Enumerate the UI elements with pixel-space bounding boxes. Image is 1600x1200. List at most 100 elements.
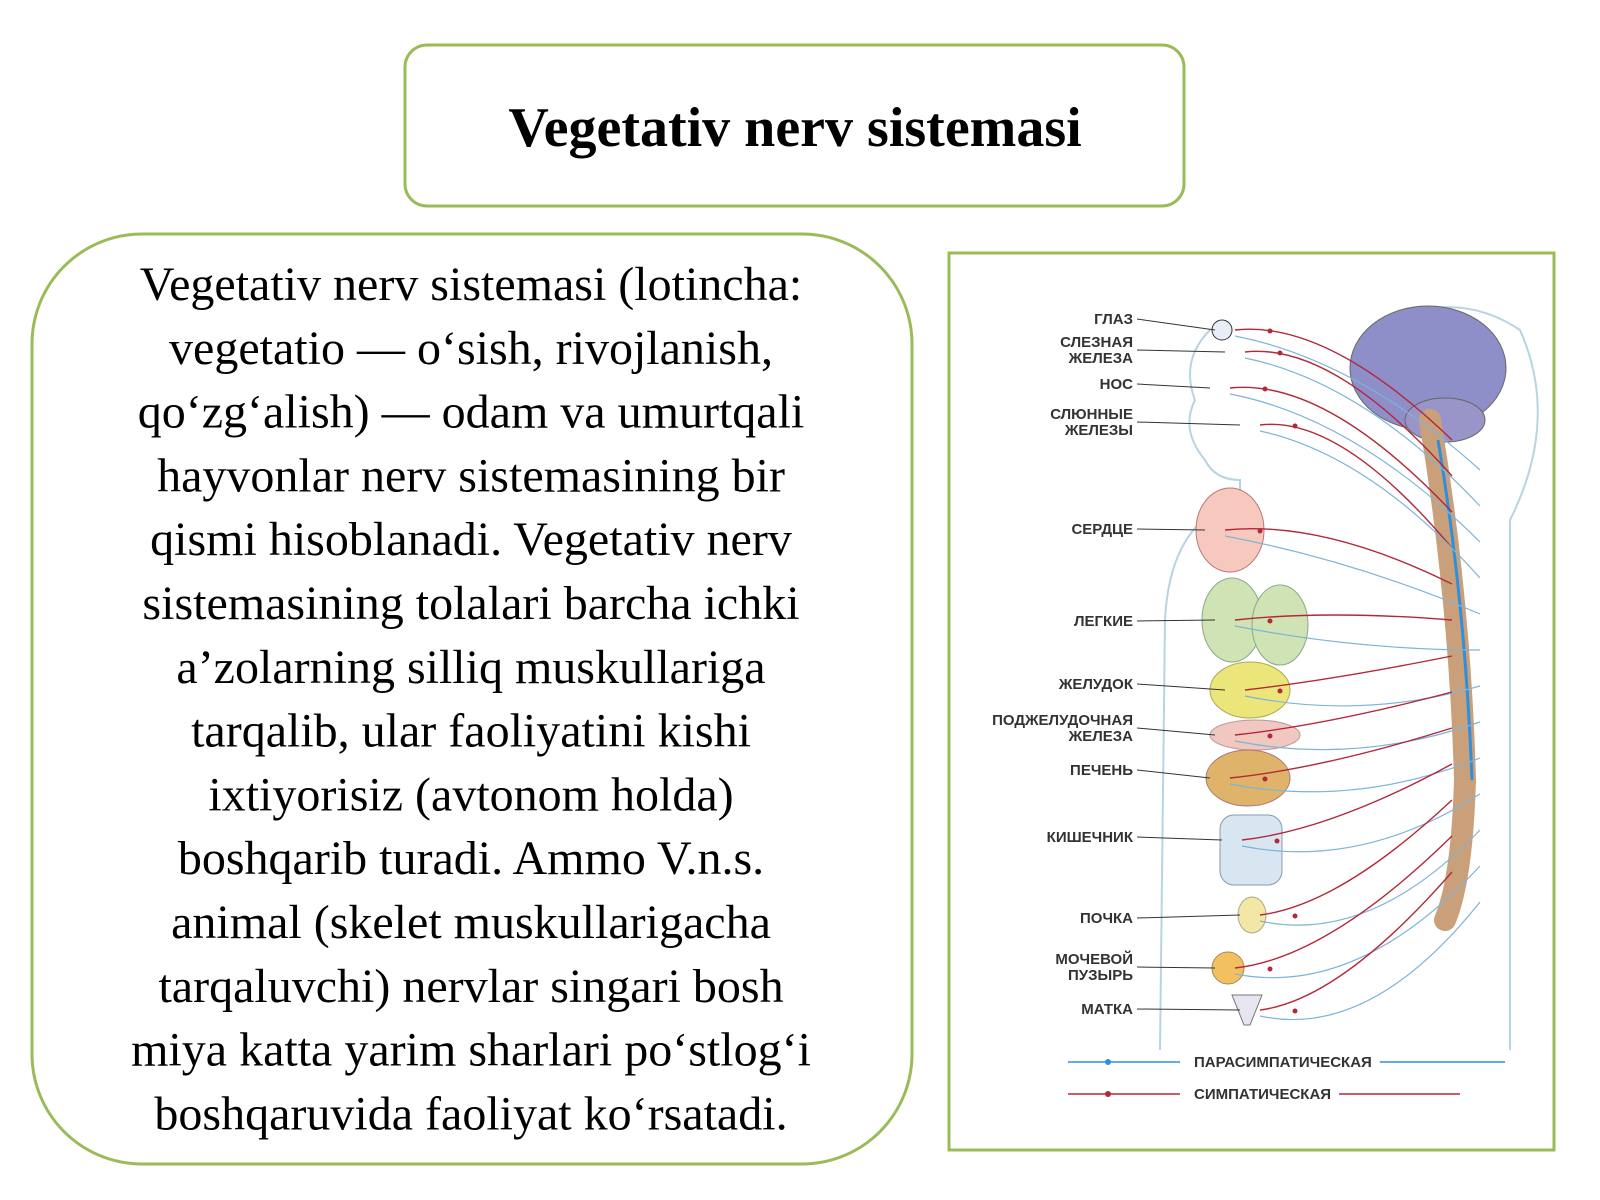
paragraph-line: hayvonlar nerv sistemasining bir bbox=[157, 449, 785, 502]
leader-line bbox=[1136, 528, 1206, 531]
parasympathetic-nerve bbox=[1224, 535, 1481, 615]
lung-right bbox=[1251, 584, 1309, 666]
organ-label-line: ПЕЧЕНЬ bbox=[1070, 762, 1133, 779]
paragraph-line: ixtiyorisiz (avtonom holda) bbox=[208, 768, 733, 821]
nerve-node bbox=[1257, 528, 1263, 534]
nerve-node bbox=[1292, 1008, 1298, 1014]
leader-line bbox=[1136, 683, 1226, 691]
text-box bbox=[30, 232, 914, 1166]
organ-label: ЖЕЛУДОК bbox=[1058, 676, 1134, 693]
organ-label: СЛЮННЫЕ ЖЕЛЕЗЫ bbox=[1050, 406, 1133, 439]
liver bbox=[1205, 749, 1291, 807]
nerve-node bbox=[1267, 618, 1273, 624]
leader-line bbox=[1136, 318, 1216, 331]
pancreas bbox=[1209, 719, 1301, 751]
nerve-node bbox=[1292, 423, 1298, 429]
organ-label-line: СЛЮННЫЕ bbox=[1050, 406, 1133, 423]
sympathetic-nerve bbox=[1234, 328, 1453, 441]
organ-label: МОЧЕВОЙ ПУЗЫРЬ bbox=[1055, 950, 1133, 984]
legend-label: ПАРАСИМПАТИЧЕСКАЯ bbox=[1194, 1054, 1372, 1071]
sympathetic-nerve bbox=[1244, 350, 1453, 477]
paragraph-line: animal (skelet muskullarigacha bbox=[171, 896, 771, 949]
nerve-node bbox=[1274, 838, 1280, 844]
organ-label: СЕРДЦЕ bbox=[1071, 521, 1133, 538]
parasympathetic-nerve bbox=[1229, 393, 1481, 543]
leader-line bbox=[1136, 769, 1211, 779]
paragraph-line: qismi hisoblanadi. Vegetativ nerv bbox=[150, 513, 792, 566]
parasympathetic-nerve bbox=[1234, 865, 1481, 979]
organ-label-line: МОЧЕВОЙ bbox=[1055, 950, 1133, 968]
parasympathetic-nerve bbox=[1234, 625, 1481, 651]
legend-dot bbox=[1105, 1091, 1111, 1097]
leader-line bbox=[1136, 966, 1216, 969]
sympathetic-nerve bbox=[1234, 614, 1453, 621]
organ-label-line: ГЛАЗ bbox=[1094, 311, 1133, 328]
sympathetic-nerve bbox=[1234, 835, 1453, 969]
parasympathetic-nerve bbox=[1234, 335, 1481, 471]
legend-label: СИМПАТИЧЕСКАЯ bbox=[1194, 1086, 1331, 1103]
sympathetic-nerve bbox=[1241, 763, 1453, 841]
nerve-node bbox=[1277, 350, 1283, 356]
parasympathetic-nerve bbox=[1259, 829, 1481, 926]
leader-line bbox=[1136, 421, 1241, 426]
leader-line bbox=[1136, 836, 1223, 841]
paragraph-line: vegetatio — o‘sish, rivojlanish, bbox=[169, 322, 773, 375]
sympathetic-nerve bbox=[1234, 691, 1453, 736]
leader-line bbox=[1136, 727, 1216, 736]
sympathetic-nerve bbox=[1259, 871, 1453, 1011]
organ-label: ПЕЧЕНЬ bbox=[1070, 762, 1133, 779]
nerve-node bbox=[1262, 386, 1268, 392]
uterus bbox=[1231, 994, 1263, 1026]
nerve-node bbox=[1292, 913, 1298, 919]
paragraph-line: tarqaluvchi) nervlar singari bosh bbox=[158, 960, 783, 1013]
parasympathetic-nerve bbox=[1229, 757, 1481, 793]
parasympathetic-nerve bbox=[1259, 901, 1481, 1021]
organ-label-line: ПУЗЫРЬ bbox=[1068, 967, 1133, 984]
paragraph-line: miya katta yarim sharlari po‘stlog‘i bbox=[131, 1024, 811, 1077]
nerve-node bbox=[1277, 688, 1283, 694]
organ-label: ПОЧКА bbox=[1080, 910, 1133, 927]
organ-label-line: НОС bbox=[1100, 376, 1134, 393]
intestine bbox=[1219, 814, 1283, 886]
sympathetic-nerve bbox=[1244, 655, 1453, 691]
organ-label: ЛЕГКИЕ bbox=[1074, 613, 1133, 630]
sympathetic-nerve bbox=[1259, 423, 1453, 549]
parasympathetic-nerve bbox=[1234, 721, 1481, 751]
leader-line bbox=[1136, 914, 1241, 919]
cerebellum bbox=[1404, 397, 1486, 443]
sympathetic-nerve bbox=[1229, 727, 1453, 779]
leader-line bbox=[1136, 619, 1216, 622]
organ-label-line: ЖЕЛЕЗЫ bbox=[1064, 422, 1133, 439]
organ-label-line: МАТКА bbox=[1081, 1001, 1133, 1018]
nerve-node bbox=[1267, 733, 1273, 739]
organ-label-line: СЕРДЦЕ bbox=[1071, 521, 1133, 538]
paragraph-line: a’zolarning silliq muskullariga bbox=[176, 641, 765, 694]
legend-dot bbox=[1105, 1059, 1111, 1065]
parasympathetic-nerve bbox=[1244, 357, 1481, 507]
paragraph-line: Vegetativ nerv sistemasi (lotincha: bbox=[140, 258, 802, 311]
leader-line bbox=[1136, 1008, 1241, 1011]
nerve-node bbox=[1267, 328, 1273, 334]
title: Vegetativ nerv sistemasi bbox=[508, 97, 1081, 159]
organ-label-line: ЖЕЛУДОК bbox=[1058, 676, 1134, 693]
organ-label: СЛЕЗНАЯ ЖЕЛЕЗА bbox=[1060, 334, 1133, 367]
sympathetic-nerve bbox=[1224, 527, 1453, 585]
anatomy-figure bbox=[1159, 305, 1539, 1051]
parasympathetic-nerve bbox=[1244, 685, 1481, 707]
paragraph-line: tarqalib, ular faoliyatini kishi bbox=[191, 705, 751, 758]
organ-label-line: ПОДЖЕЛУДОЧНАЯ bbox=[992, 712, 1133, 729]
paragraph-line: qo‘zg‘alish) — odam va umurtqali bbox=[138, 386, 805, 439]
spine bbox=[1419, 409, 1477, 931]
parasympathetic-nerve bbox=[1241, 793, 1481, 853]
organ-label: ГЛАЗ bbox=[1094, 311, 1133, 328]
parasympathetic-nerve bbox=[1259, 430, 1481, 579]
organ-label-line: КИШЕЧНИК bbox=[1047, 829, 1134, 846]
leader-line bbox=[1136, 383, 1211, 389]
paragraph-line: boshqarib turadi. Ammo V.n.s. bbox=[178, 832, 764, 885]
organ-label: ПОДЖЕЛУДОЧНАЯ ЖЕЛЕЗА bbox=[992, 712, 1133, 745]
sympathetic-nerve bbox=[1259, 799, 1453, 916]
nerve-node bbox=[1262, 776, 1268, 782]
organ-label-line: ЖЕЛЕЗА bbox=[1068, 728, 1133, 745]
